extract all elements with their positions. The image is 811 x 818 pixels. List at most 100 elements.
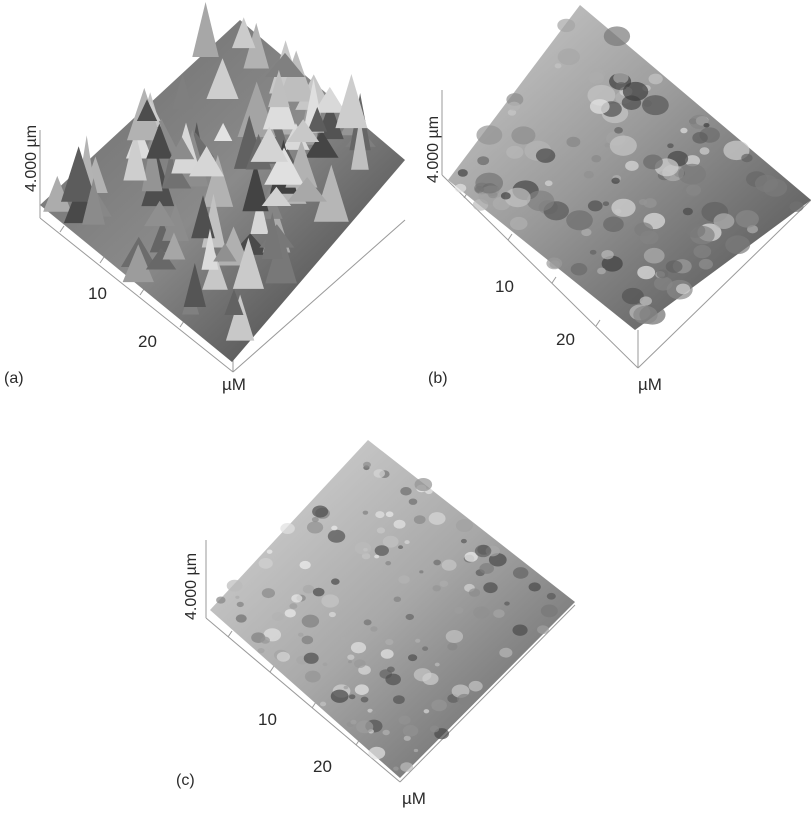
surface-bump [648, 73, 663, 85]
surface-bump [439, 580, 449, 587]
surface-bump [454, 183, 467, 193]
surface-bump [327, 529, 346, 543]
axes-c [205, 540, 576, 783]
surface-bump [304, 670, 321, 683]
surface-bump [347, 660, 353, 664]
surface-bump [603, 26, 631, 47]
surface-bump [301, 614, 320, 628]
surface-bump [665, 260, 683, 273]
tick-label-20-b: 20 [556, 330, 575, 349]
surface-bump [656, 269, 669, 279]
surface-peak [123, 130, 147, 181]
surface-bump [312, 587, 325, 597]
surface-bump [468, 680, 483, 692]
surface-bump [306, 521, 324, 534]
surface-bump [301, 635, 314, 645]
surface-bump [725, 235, 751, 255]
panel-label-c: (c) [176, 772, 195, 789]
surface-bump [604, 142, 611, 148]
surface-peak [162, 164, 192, 189]
surface-peak [287, 119, 320, 142]
surface-bump [609, 135, 637, 156]
surface-bump [299, 560, 311, 570]
surface-bump [468, 588, 481, 597]
surface-bump [266, 549, 273, 554]
surface-bump [405, 613, 414, 621]
surface-bump [511, 126, 536, 145]
z-axis-label-b: 4.000 µm [425, 115, 442, 183]
surface-bump [507, 101, 521, 111]
surface-bump [415, 638, 421, 643]
surface-bump [693, 244, 712, 259]
surface-peak [141, 135, 163, 192]
surface-bump [667, 143, 674, 149]
surface-bump [393, 766, 399, 771]
surface-bump [512, 624, 528, 636]
surface-bump [460, 538, 467, 544]
surface-peak [162, 232, 186, 260]
surface-bump [601, 250, 614, 260]
surface-peak [146, 123, 173, 159]
surface-bump [509, 216, 528, 231]
surface-bump [236, 601, 244, 608]
surface-bump [643, 247, 665, 264]
surface-bump [601, 255, 623, 272]
surface-bump [331, 578, 340, 585]
surface-bump [686, 223, 706, 238]
surface-bump [385, 673, 401, 686]
unit-label-c: µM [402, 789, 426, 808]
surface-peak [231, 17, 256, 49]
surface-bump [621, 287, 644, 305]
surface-peak [136, 99, 158, 121]
surface-bump [354, 659, 366, 669]
surface-bump [483, 582, 498, 594]
surface-bump [393, 519, 406, 529]
surface-bump [454, 606, 464, 614]
surface-peak [202, 154, 234, 207]
surface-bump [382, 729, 390, 736]
surface-bump [433, 559, 441, 566]
surface-bump [370, 626, 378, 632]
surface-bump [637, 265, 656, 280]
surface-bump [408, 498, 418, 505]
tick-label-20-c: 20 [313, 757, 332, 776]
surface-bump [413, 515, 426, 525]
surface-bump [280, 523, 295, 534]
surface-bump [447, 642, 458, 651]
surface-bump [380, 649, 394, 659]
surface-bump [322, 662, 328, 667]
surface-bump [368, 746, 386, 760]
surface-base-c [210, 440, 575, 778]
panel-a: 4.000 µm 10 20 (a) µM [0, 0, 410, 400]
surface-bump [284, 609, 296, 618]
surface-bump [678, 163, 707, 185]
surface-bump [639, 230, 659, 245]
surface-bump [457, 169, 468, 177]
surface-bump [613, 72, 629, 84]
surface-bump [414, 478, 433, 492]
surface-bump [330, 689, 349, 703]
surface-bump [367, 708, 373, 713]
surface-bump [441, 559, 457, 571]
surface-bump [703, 122, 710, 128]
surface-peak [307, 107, 328, 132]
surface-bump [544, 180, 553, 187]
surface-peak [189, 146, 225, 177]
surface-bump [625, 160, 639, 171]
surface-peak [313, 86, 346, 113]
surface-peak [313, 164, 349, 222]
surface-bump [500, 192, 511, 200]
surface-bump [504, 187, 531, 208]
surface-bump [566, 210, 593, 231]
surface-bump [499, 647, 513, 658]
surface-bump [692, 132, 708, 144]
surface-bump [362, 510, 369, 515]
z-axis-label-a: 4.000 µm [23, 124, 40, 192]
surface-bump [385, 511, 394, 518]
surface-bump [328, 611, 336, 618]
surface-bump [354, 542, 372, 555]
surface-bump [591, 155, 602, 163]
surface-bump [374, 545, 389, 556]
surface-bump [258, 558, 273, 569]
